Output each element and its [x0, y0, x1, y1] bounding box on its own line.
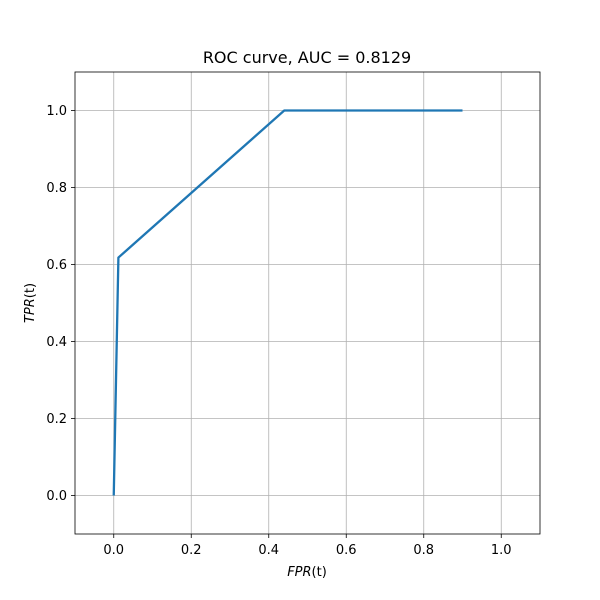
- x-tick-label: 0.0: [103, 543, 124, 558]
- x-axis-label-plain: (t): [312, 565, 327, 580]
- x-tick-label: 0.4: [258, 543, 279, 558]
- y-tick-label: 0.4: [46, 335, 67, 350]
- roc-series-line: [112, 109, 463, 496]
- y-tick-label: 0.0: [46, 489, 67, 504]
- y-axis-label-italic: TPR: [23, 298, 38, 323]
- series-layer: [112, 109, 463, 496]
- x-tick-label: 1.0: [491, 543, 512, 558]
- y-axis-label-plain: (t): [23, 283, 38, 298]
- tick-layer: 0.0 0.2 0.4 0.6 0.8 1.0 0.0 0.2 0.4 0.6 0.8 1.0: [46, 104, 511, 558]
- grid-lines: [75, 72, 540, 534]
- x-tick-label: 0.2: [181, 543, 202, 558]
- x-axis-label-italic: FPR: [287, 565, 311, 580]
- y-tick-label: 0.6: [46, 258, 67, 273]
- y-tick-label: 0.2: [46, 412, 67, 427]
- x-tick-label: 0.6: [336, 543, 357, 558]
- x-tick-label: 0.8: [413, 543, 434, 558]
- y-axis-label: TPR(t): [23, 283, 38, 323]
- axes-frame: [74, 71, 541, 535]
- x-axis-label: FPR(t): [287, 565, 327, 580]
- y-tick-label: 1.0: [46, 104, 67, 119]
- y-tick-label: 0.8: [46, 181, 67, 196]
- chart-title: ROC curve, AUC = 0.8129: [203, 48, 411, 67]
